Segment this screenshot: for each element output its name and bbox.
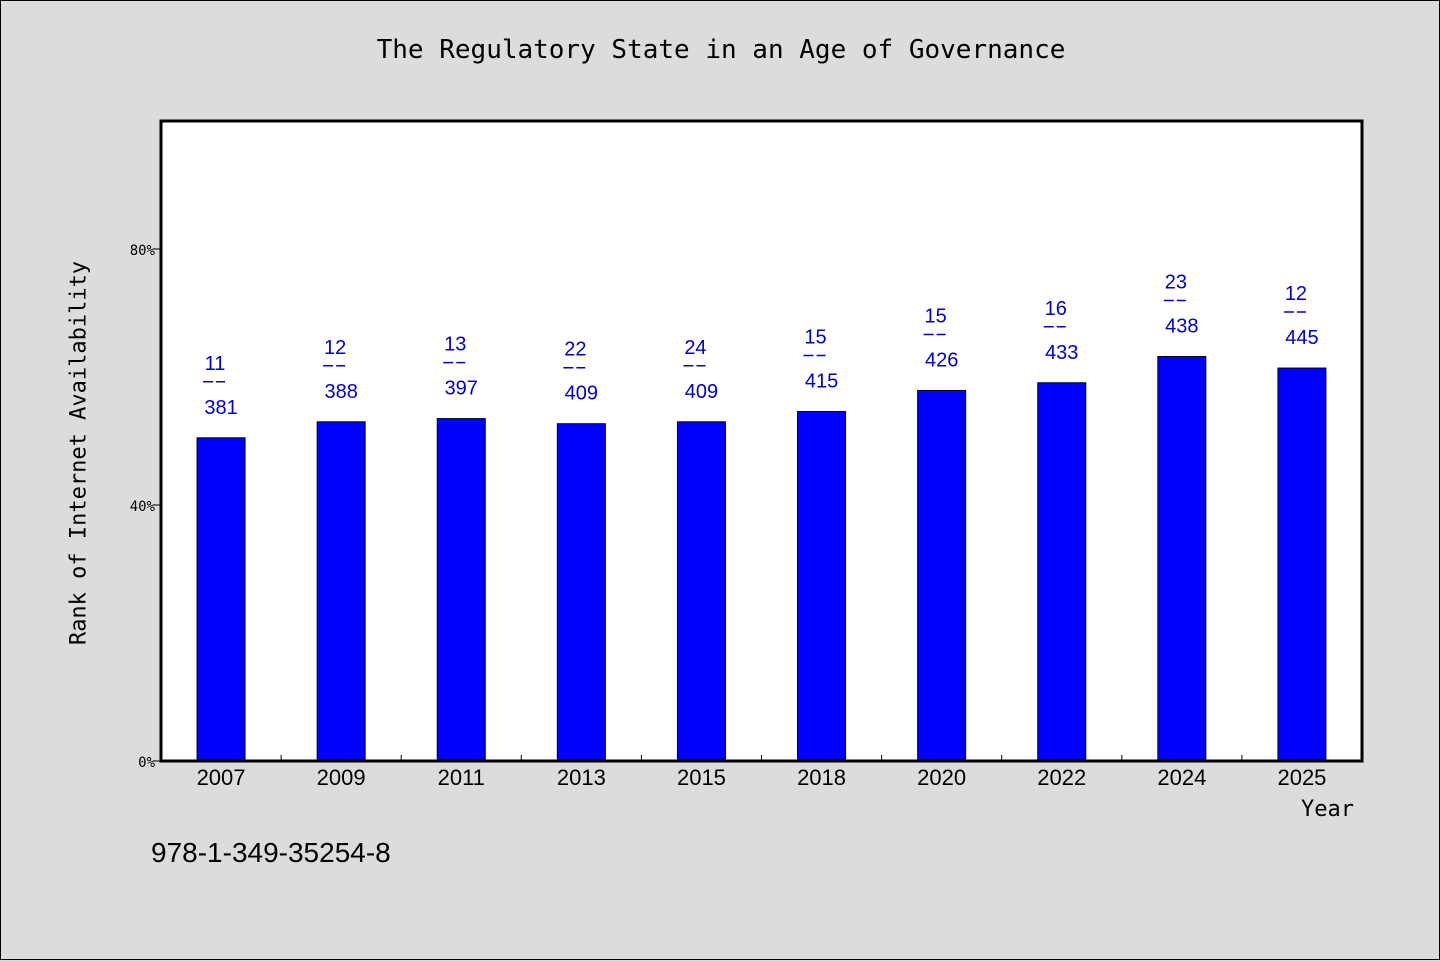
data-label-top: 22 <box>564 339 586 361</box>
bar <box>676 421 726 762</box>
data-label-bottom: 397 <box>445 378 478 400</box>
data-label-top: 12 <box>324 337 346 359</box>
data-label-bottom: 415 <box>805 371 838 393</box>
bar <box>196 437 246 762</box>
data-label-bottom: 445 <box>1285 327 1318 349</box>
data-label-bottom: 438 <box>1165 316 1198 338</box>
data-label-top: 23 <box>1165 272 1187 294</box>
bar <box>797 411 847 762</box>
x-tick-label: 2024 <box>1157 765 1206 790</box>
bar <box>556 423 606 762</box>
data-label-top: 24 <box>684 337 706 359</box>
data-label-bottom: 426 <box>925 349 958 371</box>
data-label-top: 12 <box>1285 283 1307 305</box>
bar <box>316 421 366 762</box>
plot-border <box>159 119 1364 763</box>
chart-title: The Regulatory State in an Age of Govern… <box>376 35 1066 65</box>
data-label-bottom: 409 <box>565 383 598 405</box>
bar <box>1037 382 1087 762</box>
data-label-top: 13 <box>444 334 466 356</box>
x-tick-label: 2011 <box>438 765 485 790</box>
x-tick-label: 2013 <box>557 765 606 790</box>
data-label-bottom: 381 <box>204 397 237 419</box>
x-tick-label: 2025 <box>1277 765 1326 790</box>
x-tick-label: 2020 <box>917 765 966 790</box>
isbn-text: 978-1-349-35254-8 <box>151 837 391 868</box>
data-label-top: 11 <box>205 353 226 375</box>
y-tick-label: 80% <box>130 243 156 259</box>
data-label-top: 15 <box>804 327 826 349</box>
x-tick-label: 2015 <box>677 765 726 790</box>
data-label-top: 15 <box>925 305 947 327</box>
y-tick-label: 0% <box>138 755 155 771</box>
data-label-bottom: 388 <box>324 381 357 403</box>
y-tick-label: 40% <box>130 499 156 515</box>
x-tick-label: 2022 <box>1037 765 1086 790</box>
x-tick-label: 2009 <box>317 765 366 790</box>
x-tick-label: 2018 <box>797 765 846 790</box>
data-label-bottom: 409 <box>685 381 718 403</box>
x-axis-label: Year <box>1301 797 1354 822</box>
bar <box>1157 356 1207 762</box>
bar <box>1277 367 1327 762</box>
x-tick-label: 2007 <box>197 765 246 790</box>
data-label-bottom: 433 <box>1045 342 1078 364</box>
bar <box>917 389 967 762</box>
bar <box>436 418 486 762</box>
data-label-top: 16 <box>1045 298 1067 320</box>
